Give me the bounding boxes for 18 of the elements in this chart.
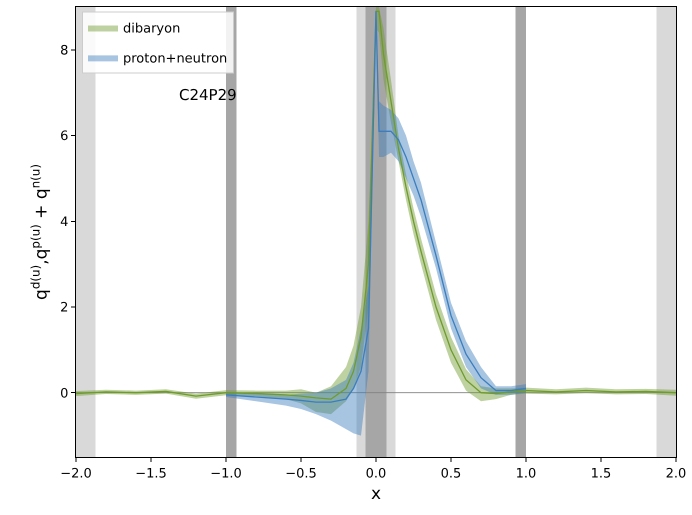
x-axis-title: x — [370, 484, 382, 504]
x-tick-label: −0.5 — [285, 466, 317, 482]
y-tick-label: 0 — [60, 386, 68, 402]
x-tick-label: 1.5 — [590, 466, 612, 482]
x-tick-label: 0.5 — [440, 466, 462, 482]
y-tick-label: 8 — [60, 43, 68, 58]
y-tick-label: 2 — [60, 300, 68, 316]
x-tick-label: −1.0 — [210, 466, 242, 482]
x-tick-label: −2.0 — [60, 466, 92, 482]
y-tick-label: 4 — [60, 214, 68, 230]
y-tick-label: 6 — [60, 129, 68, 144]
x-tick-label: 0.0 — [366, 466, 386, 482]
x-tick-label: 2.0 — [666, 466, 686, 482]
legend-label: proton+neutron — [123, 51, 228, 66]
x-tick-label: 1.0 — [516, 466, 536, 482]
x-tick-label: −1.5 — [135, 466, 167, 482]
annotation: C24P29 — [179, 86, 237, 104]
legend-label: dibaryon — [123, 22, 180, 37]
